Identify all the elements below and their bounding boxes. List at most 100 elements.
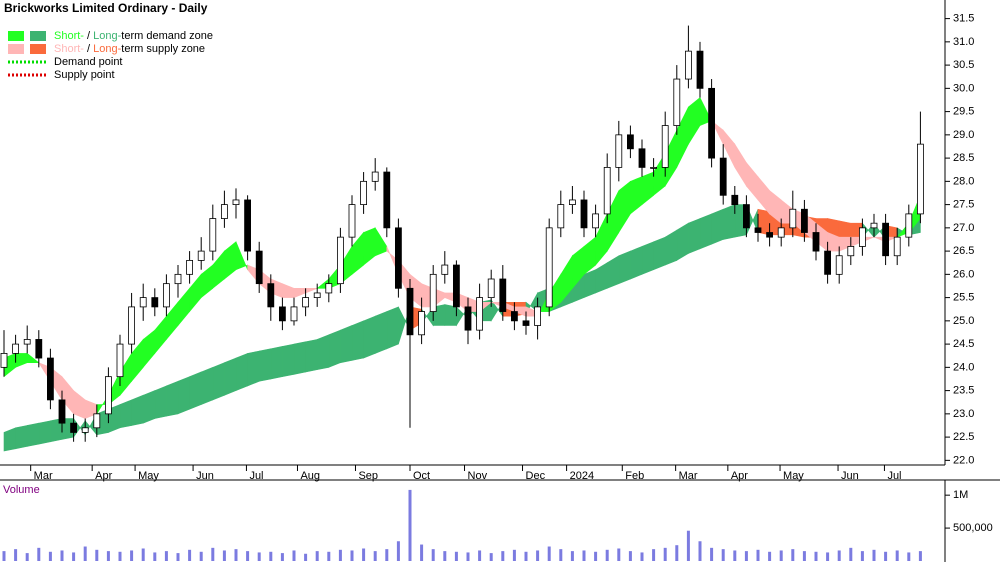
volume-bar	[768, 551, 772, 561]
x-tick-label: Feb	[625, 470, 644, 482]
short-zone-segment	[293, 287, 306, 299]
candle-body	[731, 194, 739, 206]
volume-bar	[420, 544, 424, 561]
long-zone-segment	[305, 339, 318, 373]
long-zone-segment	[688, 218, 701, 254]
candle-body	[278, 306, 286, 322]
long-zone-segment	[641, 241, 654, 275]
volume-bar	[860, 551, 864, 561]
candle-body	[209, 218, 217, 252]
volume-bar	[675, 545, 679, 561]
y-tick-label: 26.0	[953, 268, 974, 280]
volume-bar	[246, 551, 250, 561]
short-zone-segment	[154, 315, 167, 355]
volume-bar	[72, 552, 76, 561]
volume-bar	[791, 549, 795, 561]
y-tick-label: 31.5	[953, 13, 974, 25]
long-zone-segment	[838, 220, 852, 240]
candle-body	[232, 199, 240, 205]
volume-bar	[60, 550, 64, 561]
candle-body	[244, 199, 252, 252]
volume-bar	[269, 551, 273, 561]
long-zone-segment	[282, 343, 295, 378]
volume-bar	[756, 549, 760, 561]
candle-body	[557, 204, 565, 229]
candle-body	[766, 232, 773, 238]
volume-tick-label: 1M	[953, 489, 968, 501]
volume-bar	[106, 551, 110, 561]
long-zone-segment	[316, 334, 330, 371]
y-tick-label: 30.5	[953, 59, 974, 71]
short-zone-segment	[189, 273, 202, 313]
volume-bar	[826, 552, 830, 561]
candle-body	[789, 208, 797, 229]
candle-body	[592, 213, 599, 229]
short-zone-segment	[618, 180, 631, 234]
candle-body	[754, 227, 762, 233]
long-zone-segment	[711, 208, 724, 245]
candle-body	[325, 283, 333, 294]
volume-bar	[164, 551, 168, 561]
volume-bar	[466, 552, 470, 561]
candle-body	[545, 227, 553, 308]
x-tick-label: 2024	[570, 470, 594, 482]
short-zone-segment	[200, 264, 214, 299]
x-tick-label: Oct	[413, 470, 430, 482]
candle-body	[139, 297, 147, 308]
long-zone-segment	[270, 346, 283, 380]
volume-bar	[2, 551, 6, 561]
candle-body	[905, 213, 913, 238]
volume-bar	[733, 550, 737, 561]
volume-bar	[362, 548, 366, 561]
x-tick-label: Mar	[34, 470, 53, 482]
candle-body	[499, 278, 507, 312]
long-zone-segment	[26, 422, 40, 447]
y-tick-label: 24.5	[953, 338, 974, 350]
candle-body	[522, 320, 530, 326]
short-zone-segment	[641, 171, 654, 206]
candle-body	[882, 222, 889, 257]
short-zone-segment	[131, 338, 144, 383]
volume-bar	[594, 551, 598, 561]
volume-bar	[478, 550, 482, 561]
short-zone-segment	[282, 283, 295, 298]
candle-body	[569, 199, 576, 205]
volume-bar	[605, 549, 609, 561]
legend-label-part: term demand zone	[121, 30, 213, 42]
candle-body	[719, 157, 727, 196]
candle-body	[743, 204, 750, 229]
legend-label: Demand point	[54, 56, 123, 68]
candle-body	[673, 78, 681, 126]
candle-body	[429, 273, 437, 312]
candle-body	[302, 297, 310, 308]
short-zone-segment	[166, 301, 179, 341]
candle-body	[313, 292, 321, 299]
volume-bar	[918, 551, 922, 561]
legend-label-part: /	[84, 43, 93, 55]
volume-bar	[350, 550, 354, 561]
candle-body	[383, 171, 391, 229]
candle-body	[708, 87, 715, 159]
volume-bar	[385, 549, 389, 561]
long-zone-segment	[258, 348, 272, 382]
short-zone-segment	[177, 287, 190, 327]
volume-bar	[570, 551, 574, 561]
long-zone-segment	[351, 320, 364, 361]
long-zone-segment	[722, 204, 736, 240]
volume-title: Volume	[3, 484, 40, 496]
long-zone-segment	[595, 262, 608, 294]
long-zone-segment	[166, 380, 179, 417]
chart-title: Brickworks Limited Ordinary - Daily	[4, 1, 208, 15]
volume-bar	[454, 551, 458, 561]
candle-body	[348, 204, 356, 238]
volume-bar	[710, 547, 714, 561]
long-zone-segment	[444, 304, 457, 326]
legend-label-part: /	[84, 30, 93, 42]
candle-body	[615, 134, 623, 168]
volume-bar	[744, 551, 748, 561]
candle-body	[917, 143, 924, 215]
x-tick-label: Apr	[95, 470, 112, 482]
short-zone-segment	[224, 241, 237, 280]
